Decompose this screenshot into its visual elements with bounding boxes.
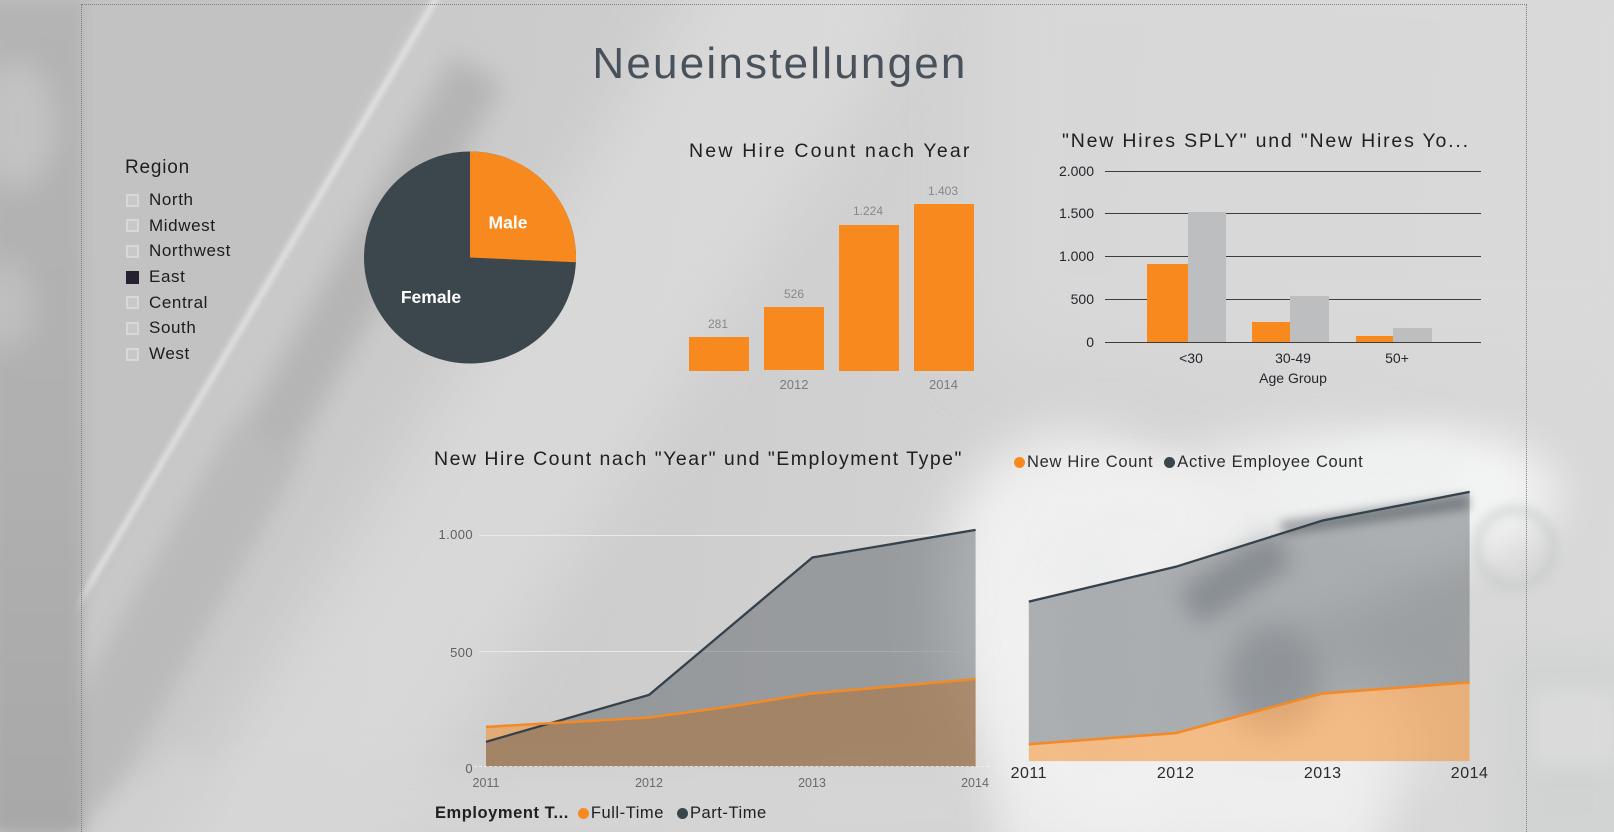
svg-text:Male: Male — [489, 213, 528, 233]
svg-text:Female: Female — [401, 287, 462, 307]
